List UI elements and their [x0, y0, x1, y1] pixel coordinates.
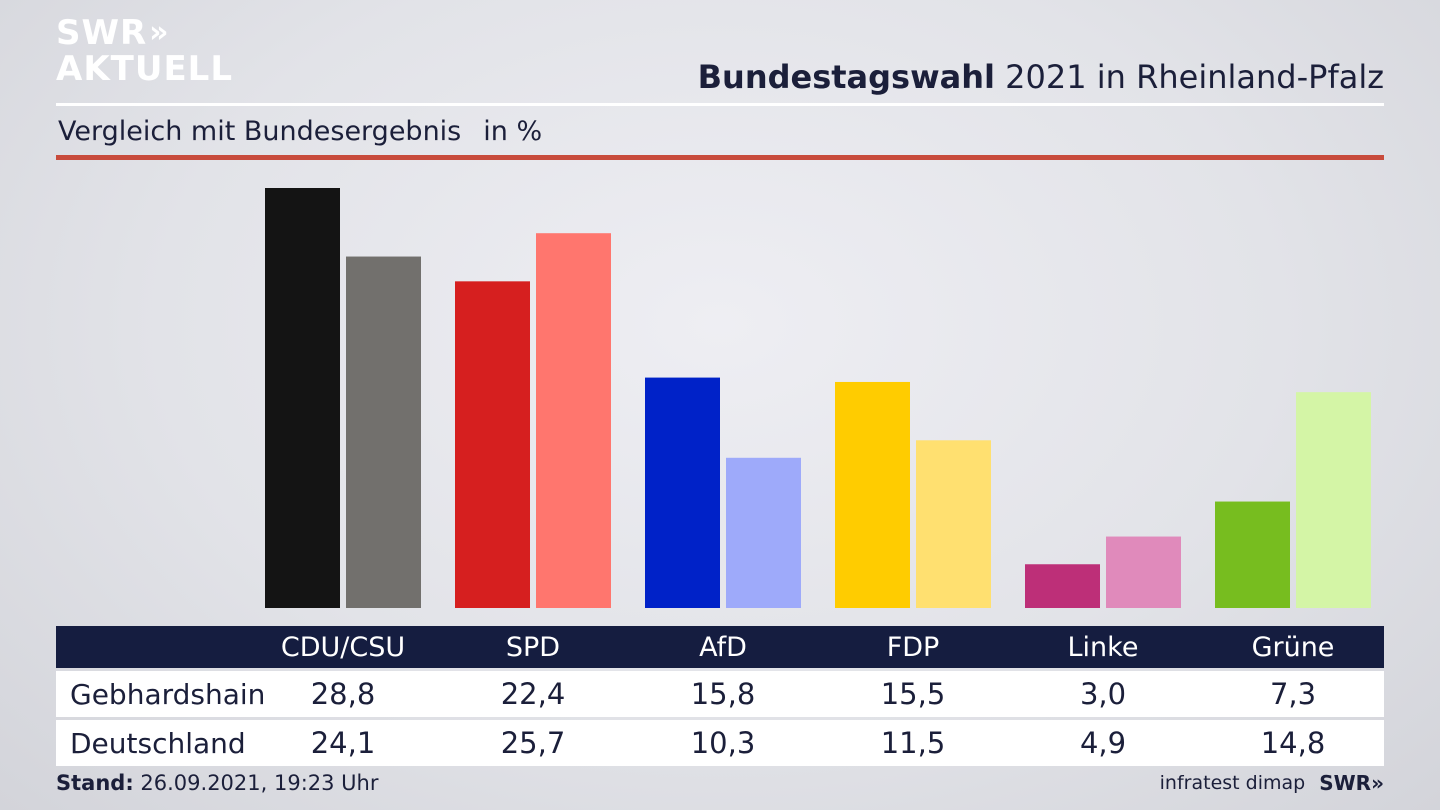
subtitle-divider [56, 155, 1384, 160]
table-row-deutschland: Deutschland 24,1 25,7 10,3 11,5 4,9 14,8 [56, 720, 1384, 766]
bar-gruene-deutschland [1296, 392, 1371, 608]
category-label-cdu-csu: CDU/CSU [280, 631, 406, 663]
bar-afd-deutschland [726, 457, 801, 608]
series-label-deutschland: Deutschland [70, 726, 246, 760]
category-label-fdp: FDP [886, 631, 940, 663]
value-cdu-csu-deutschland: 24,1 [310, 726, 376, 760]
value-linke-deutschland: 4,9 [1079, 726, 1127, 760]
table-row-gebhardshain: Gebhardshain 28,8 22,4 15,8 15,5 3,0 7,3 [56, 671, 1384, 717]
category-label-gruene: Grüne [1251, 631, 1335, 663]
bar-fdp-gebhardshain [835, 381, 910, 608]
bar-afd-gebhardshain [645, 377, 720, 608]
bar-linke-gebhardshain [1025, 564, 1100, 608]
page-title: Bundestagswahl 2021 in Rheinland-Pfalz [698, 58, 1384, 96]
bar-cdu-csu-deutschland [346, 256, 421, 608]
source-text: infratest dimap [1159, 772, 1306, 794]
logo-swr: SWR [56, 13, 148, 53]
category-label-afd: AfD [699, 631, 747, 663]
bar-spd-gebhardshain [455, 281, 530, 608]
value-afd-gebhardshain: 15,8 [690, 677, 756, 711]
value-cdu-csu-gebhardshain: 28,8 [310, 677, 376, 711]
timestamp: Stand: 26.09.2021, 19:23 Uhr [56, 771, 379, 795]
value-fdp-deutschland: 11,5 [880, 726, 946, 760]
source-credit: infratest dimap SWR» [1160, 771, 1384, 795]
category-label-spd: SPD [505, 631, 561, 663]
swr-aktuell-logo: SWR» AKTUELL [56, 16, 233, 86]
value-spd-deutschland: 25,7 [500, 726, 566, 760]
subtitle-unit: in % [483, 116, 543, 147]
value-fdp-gebhardshain: 15,5 [880, 677, 946, 711]
bar-cdu-csu-gebhardshain [265, 188, 340, 608]
logo-chevron-icon: » [149, 15, 170, 50]
stand-value: 26.09.2021, 19:23 Uhr [133, 771, 379, 795]
subtitle-text: Vergleich mit Bundesergebnis [58, 116, 462, 147]
bar-linke-deutschland [1106, 536, 1181, 608]
series-label-gebhardshain: Gebhardshain [70, 677, 266, 711]
bar-spd-deutschland [536, 233, 611, 609]
bar-gruene-gebhardshain [1215, 501, 1290, 608]
value-afd-deutschland: 10,3 [690, 726, 756, 760]
logo-aktuell: AKTUELL [56, 49, 234, 89]
stand-label: Stand: [56, 771, 134, 795]
value-gruene-deutschland: 14,8 [1260, 726, 1326, 760]
value-linke-gebhardshain: 3,0 [1079, 677, 1127, 711]
title-rest: 2021 in Rheinland-Pfalz [995, 58, 1384, 96]
bar-fdp-deutschland [916, 440, 991, 608]
title-bold: Bundestagswahl [697, 58, 995, 96]
category-label-linke: Linke [1067, 631, 1139, 663]
swr-brand-logo: SWR» [1319, 771, 1384, 795]
value-spd-gebhardshain: 22,4 [500, 677, 566, 711]
table-header: CDU/CSU SPD AfD FDP Linke Grüne [56, 626, 1384, 668]
chart-subtitle: Vergleich mit Bundesergebnis in % [58, 116, 542, 147]
header-divider [56, 103, 1384, 106]
value-gruene-gebhardshain: 7,3 [1269, 677, 1317, 711]
results-table: CDU/CSU SPD AfD FDP Linke Grüne Gebhardshain 2… [56, 626, 1384, 766]
